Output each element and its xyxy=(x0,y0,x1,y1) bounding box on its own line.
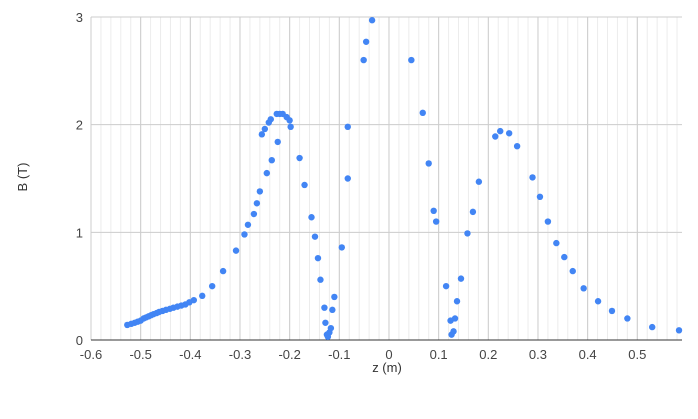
data-point xyxy=(250,210,258,218)
data-point xyxy=(258,131,266,138)
data-point xyxy=(544,218,552,225)
y-tick-label: 1 xyxy=(76,225,83,240)
data-point xyxy=(408,56,415,64)
x-tick-label: -0.4 xyxy=(179,347,201,362)
data-points xyxy=(124,17,683,340)
data-point xyxy=(311,233,319,240)
data-point xyxy=(362,38,370,45)
data-point xyxy=(241,231,248,238)
x-tick-label: 0.5 xyxy=(628,347,646,362)
data-point xyxy=(329,306,336,314)
data-point xyxy=(513,143,521,150)
x-tick-label: 0.1 xyxy=(430,347,448,362)
data-point xyxy=(432,218,440,225)
x-tick-label: -0.2 xyxy=(278,347,300,362)
data-point xyxy=(274,138,281,146)
x-tick-label: -0.1 xyxy=(328,347,350,362)
data-point xyxy=(368,17,376,24)
data-point xyxy=(344,175,351,182)
data-point xyxy=(199,292,206,300)
data-point xyxy=(430,207,437,214)
data-point xyxy=(219,267,227,275)
data-point xyxy=(580,285,587,292)
data-point xyxy=(442,282,450,290)
x-tick-label: -0.5 xyxy=(129,347,151,362)
data-point xyxy=(536,193,544,201)
data-point xyxy=(268,156,275,164)
data-point xyxy=(451,315,459,322)
x-tick-label: 0.4 xyxy=(579,347,597,362)
x-tick-label: 0.2 xyxy=(479,347,497,362)
x-axis-title: z (m) xyxy=(372,360,402,375)
data-point xyxy=(244,221,252,228)
data-point xyxy=(338,244,346,251)
data-point xyxy=(263,169,271,177)
data-point xyxy=(296,154,303,162)
data-point xyxy=(608,307,616,315)
y-axis-title: B (T) xyxy=(15,163,30,192)
data-point xyxy=(314,254,322,262)
data-point xyxy=(649,323,656,331)
y-tick-label: 3 xyxy=(76,10,83,25)
data-point xyxy=(261,125,269,133)
data-point xyxy=(208,282,216,290)
data-point xyxy=(457,275,465,282)
y-tick-label: 0 xyxy=(76,333,83,348)
data-point xyxy=(322,319,329,326)
data-point xyxy=(569,267,576,275)
data-point xyxy=(321,304,328,311)
data-point xyxy=(331,293,338,301)
x-tick-label: 0 xyxy=(385,347,392,362)
data-point xyxy=(529,174,536,181)
data-point xyxy=(561,253,568,261)
x-tick-label: 0.3 xyxy=(529,347,547,362)
data-point xyxy=(675,327,683,334)
data-point xyxy=(553,239,560,247)
data-point xyxy=(425,160,432,167)
tick-labels: -0.6 -0.5 -0.4 -0.3 -0.2 -0.1 0 0.1 0.2 0.3 0.4 0.5… xyxy=(76,10,647,362)
grid-lines xyxy=(90,16,682,341)
data-point xyxy=(464,230,471,237)
data-point xyxy=(505,130,513,137)
data-point xyxy=(492,133,499,140)
data-point xyxy=(453,298,461,305)
data-point xyxy=(327,324,335,332)
data-point xyxy=(317,276,324,283)
data-point xyxy=(287,123,294,131)
data-point xyxy=(286,117,293,124)
data-point xyxy=(450,328,457,335)
data-point xyxy=(308,214,315,221)
data-point xyxy=(190,296,198,304)
data-point xyxy=(360,56,367,64)
data-point xyxy=(344,123,351,131)
data-point xyxy=(497,127,504,135)
x-tick-label: -0.3 xyxy=(229,347,251,362)
data-point xyxy=(256,188,264,195)
data-point xyxy=(624,315,631,322)
data-point xyxy=(232,247,240,254)
x-tick-label: -0.6 xyxy=(80,347,102,362)
data-point xyxy=(301,181,308,189)
data-point xyxy=(475,178,483,185)
data-point xyxy=(253,200,261,207)
data-point xyxy=(594,298,602,305)
data-point xyxy=(469,208,477,216)
data-point xyxy=(267,116,274,123)
y-tick-label: 2 xyxy=(76,118,83,133)
data-point xyxy=(419,109,426,117)
